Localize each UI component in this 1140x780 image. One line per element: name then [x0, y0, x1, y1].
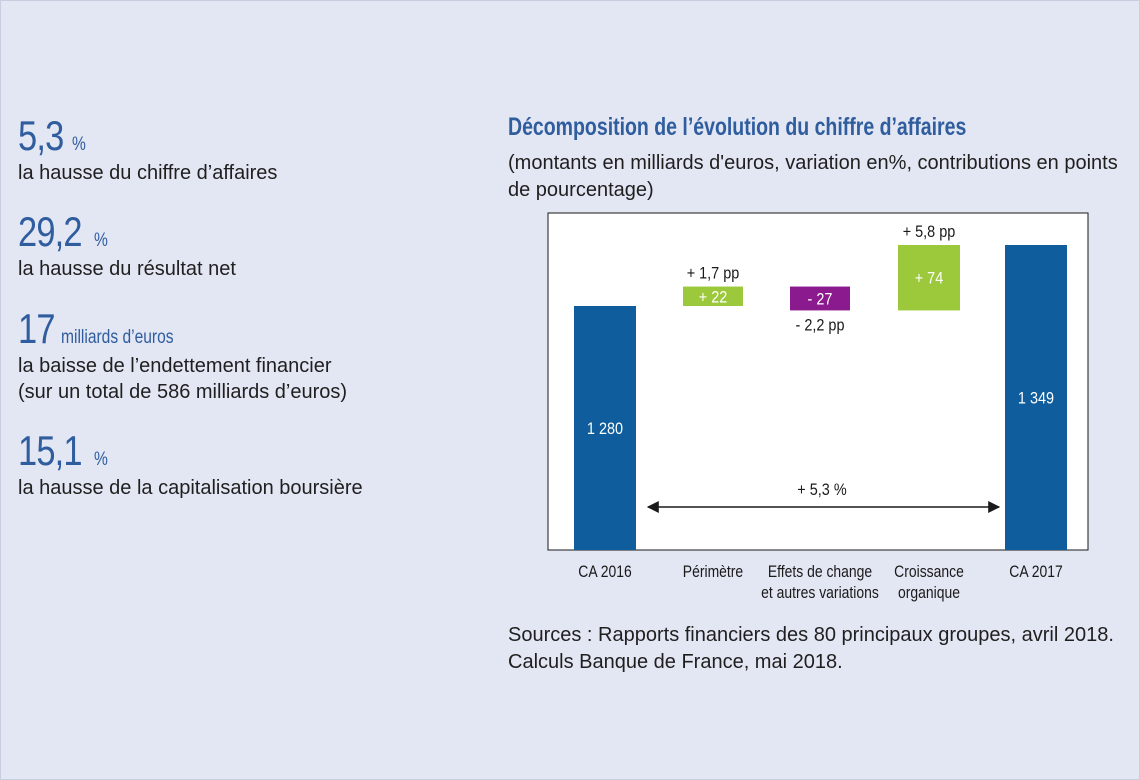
category-label: CA 2016: [578, 563, 631, 582]
key-figure: 17 milliards d’euros la baisse de l’endet…: [18, 305, 347, 405]
key-figure: 29,2 % la hausse du résultat net: [18, 208, 236, 282]
category-label: et autres variations: [761, 584, 879, 603]
bar-value-label: 1 349: [1018, 389, 1054, 407]
source-line: Calculs Banque de France, mai 2018.: [508, 651, 843, 673]
key-figure-description: (sur un total de 586 milliards d’euros): [18, 381, 348, 403]
key-figure-unit: %: [71, 134, 86, 155]
category-label: Croissance: [894, 563, 964, 582]
bar-value-label: + 22: [699, 288, 728, 306]
bar-value-label: + 74: [915, 270, 944, 288]
key-figure-value: 5,3: [18, 112, 64, 159]
key-figure-unit: %: [94, 449, 109, 470]
key-figure-description: la hausse de la capitalisation boursière: [18, 477, 363, 499]
key-figure-value: 17: [18, 305, 55, 352]
key-figure-unit: %: [94, 230, 109, 251]
bar-value-label: 1 280: [587, 420, 623, 438]
bar-value-label: - 27: [808, 290, 833, 308]
key-figure-description: la hausse du chiffre d’affaires: [18, 162, 278, 184]
key-figure-value: 15,1: [18, 427, 83, 474]
plot-area: [547, 212, 1089, 551]
bar: [1005, 245, 1067, 550]
category-label: Effets de change: [768, 563, 872, 582]
source-line: Sources : Rapports financiers des 80 pri…: [508, 624, 1114, 646]
category-label: organique: [898, 584, 960, 603]
chart-title: Décomposition de l’évolution du chiffre …: [508, 113, 967, 141]
variation-label: + 5,3 %: [797, 481, 846, 499]
category-label: Périmètre: [683, 563, 743, 582]
bar-contribution-label: + 5,8 pp: [903, 223, 956, 241]
key-figure-unit: milliards d’euros: [61, 327, 174, 348]
bar: [574, 306, 636, 550]
key-figure-value: 29,2: [18, 208, 83, 255]
bar: [898, 245, 960, 311]
key-figure: 15,1 % la hausse de la capitalisation bou…: [18, 427, 363, 501]
category-label: CA 2017: [1009, 563, 1062, 582]
bar: [683, 286, 743, 306]
key-figure-description: la hausse du résultat net: [18, 258, 236, 280]
key-figure: 5,3 % la hausse du chiffre d’affaires: [18, 112, 277, 186]
bar-contribution-label: - 2,2 pp: [796, 316, 845, 334]
bar: [790, 286, 850, 311]
key-figure-description: la baisse de l’endettement financier: [18, 355, 332, 377]
bar-contribution-label: + 1,7 pp: [687, 265, 740, 283]
chart-source: Sources : Rapports financiers des 80 pri…: [508, 622, 1138, 676]
chart-subtitle: (montants en milliards d'euros, variatio…: [508, 152, 1118, 201]
